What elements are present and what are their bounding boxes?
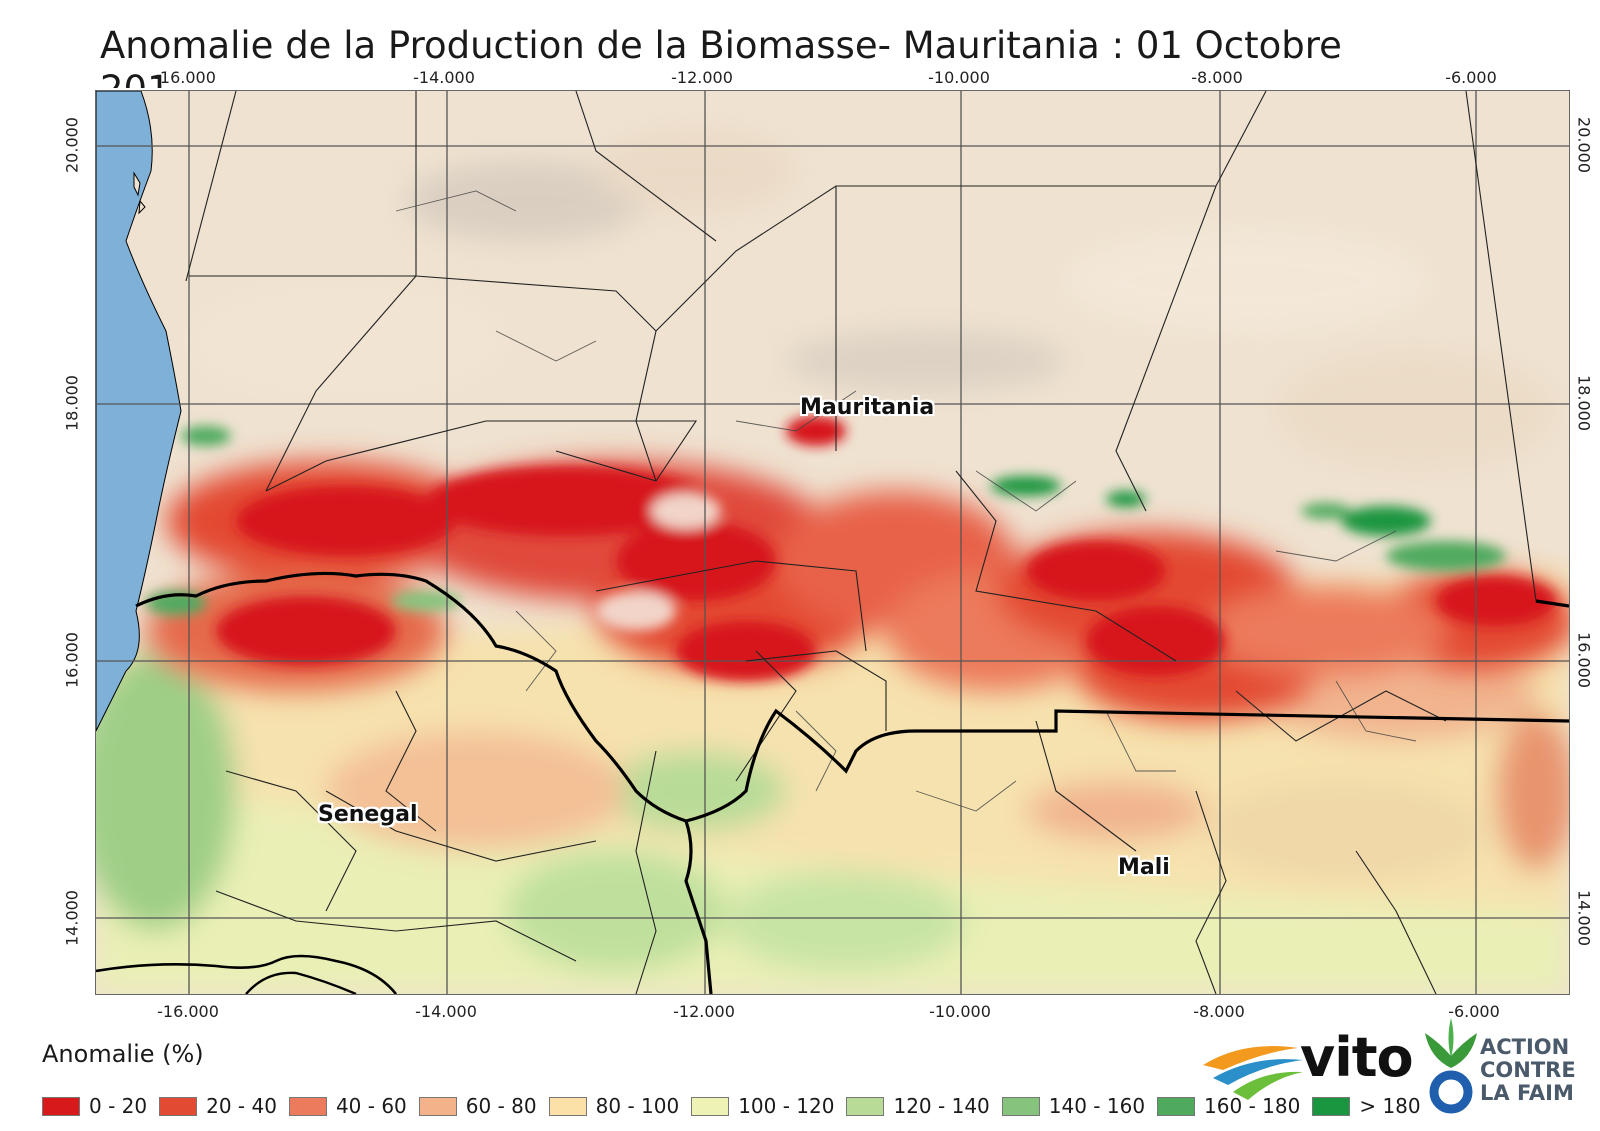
map-title-overflow: 201	[100, 70, 171, 88]
x-tick-top-1: -16.000	[154, 68, 216, 87]
legend-swatch	[548, 1096, 587, 1116]
legend-swatch	[42, 1096, 80, 1116]
y-tick-left-2: 18.000	[62, 375, 82, 431]
y-tick-right-2: 18.000	[1574, 375, 1594, 431]
y-tick-right-4: 14.000	[1574, 890, 1594, 946]
national-borders	[96, 571, 1569, 994]
legend-label: 60 - 80	[465, 1094, 537, 1118]
graticule	[96, 91, 1569, 994]
y-tick-left-3: 16.000	[62, 632, 82, 688]
legend-item: 120 - 140	[846, 1094, 990, 1118]
legend-swatch	[691, 1096, 730, 1116]
x-tick-top-3: -12.000	[671, 68, 733, 87]
coast-islands	[133, 171, 146, 215]
legend-item: 20 - 40	[159, 1094, 277, 1118]
legend-swatch	[846, 1096, 885, 1116]
legend-label: 120 - 140	[893, 1094, 990, 1118]
legend-swatch	[1157, 1096, 1196, 1116]
legend-item: 80 - 100	[548, 1094, 680, 1118]
legend-title: Anomalie (%)	[42, 1040, 204, 1068]
y-tick-left-1: 20.000	[62, 117, 82, 173]
x-tick-top-2: -14.000	[413, 68, 475, 87]
x-tick-bottom-3: -12.000	[673, 1002, 735, 1021]
minor-boundaries	[395, 190, 1417, 812]
ocean	[96, 91, 182, 732]
x-tick-top-6: -6.000	[1445, 68, 1497, 87]
vito-logo-icon	[1203, 1046, 1303, 1100]
acf-line-3: LA FAIM	[1480, 1081, 1574, 1105]
x-tick-bottom-1: -16.000	[157, 1002, 219, 1021]
map-title: Anomalie de la Production de la Biomasse…	[100, 24, 1342, 67]
y-tick-right-1: 20.000	[1574, 117, 1594, 173]
legend-label: 140 - 160	[1048, 1094, 1146, 1118]
legend-label: > 180	[1359, 1094, 1421, 1118]
legend-label: 160 - 180	[1204, 1094, 1301, 1118]
acf-line-1: ACTION	[1480, 1035, 1570, 1059]
legend-item: 40 - 60	[288, 1094, 407, 1118]
x-tick-bottom-4: -10.000	[929, 1002, 991, 1021]
acf-logo-icon	[1425, 1018, 1477, 1114]
country-label-mali: Mali	[1118, 855, 1170, 880]
legend-item: 0 - 20	[42, 1094, 147, 1118]
legend-swatch	[288, 1096, 327, 1116]
map-svg	[96, 91, 1569, 994]
legend-label: 40 - 60	[335, 1094, 407, 1118]
acf-line-2: CONTRE	[1480, 1058, 1576, 1082]
country-label-mauritania: Mauritania	[800, 395, 935, 420]
legend-swatch	[1312, 1096, 1351, 1116]
legend-label: 100 - 120	[738, 1094, 835, 1118]
x-tick-bottom-6: -6.000	[1448, 1002, 1500, 1021]
x-tick-bottom-2: -14.000	[415, 1002, 477, 1021]
vito-logo-text: vito	[1300, 1026, 1414, 1089]
legend-item: 140 - 160	[1001, 1094, 1146, 1118]
legend: 0 - 20 20 - 40 40 - 60 60 - 80 80 - 100 100 -…	[42, 1094, 1433, 1118]
anomaly-core	[216, 416, 1556, 681]
legend-swatch	[1001, 1096, 1040, 1116]
y-tick-right-3: 16.000	[1574, 632, 1594, 688]
legend-item: > 180	[1312, 1094, 1421, 1118]
legend-item: 160 - 180	[1157, 1094, 1300, 1118]
map-canvas	[95, 90, 1570, 995]
green-patches	[146, 426, 1506, 615]
legend-swatch	[159, 1096, 198, 1116]
legend-swatch	[418, 1096, 457, 1116]
acf-logo-text: ACTION CONTRE LA FAIM	[1480, 1036, 1576, 1105]
admin-boundaries	[185, 91, 1537, 994]
country-label-senegal: Senegal	[318, 802, 418, 827]
desert-texture	[186, 131, 1556, 471]
y-tick-left-4: 14.000	[62, 890, 82, 946]
x-tick-bottom-5: -8.000	[1193, 1002, 1245, 1021]
legend-item: 100 - 120	[691, 1094, 834, 1118]
x-tick-top-5: -8.000	[1191, 68, 1243, 87]
legend-label: 0 - 20	[89, 1094, 148, 1118]
legend-item: 60 - 80	[418, 1094, 537, 1118]
legend-label: 20 - 40	[206, 1094, 277, 1118]
legend-label: 80 - 100	[595, 1094, 680, 1118]
x-tick-top-4: -10.000	[928, 68, 990, 87]
